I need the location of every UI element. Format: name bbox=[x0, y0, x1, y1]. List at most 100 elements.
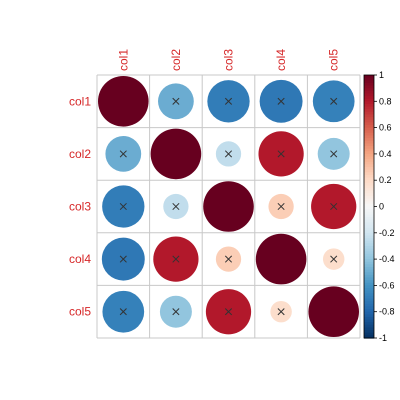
legend-color-segment bbox=[364, 103, 374, 108]
legend-color-segment bbox=[364, 232, 374, 237]
legend: 1 0.8 0.6 0.4 0.2 0 -0.2 -0.4 -0.6 -0.8 -1 bbox=[363, 70, 395, 343]
legend-color-segment bbox=[364, 117, 374, 121]
legend-color-segment bbox=[364, 264, 374, 268]
legend-color-segment bbox=[364, 75, 374, 79]
legend-color-segment bbox=[364, 269, 374, 273]
legend-color-segment bbox=[364, 214, 374, 218]
significance-cross-mark bbox=[277, 202, 285, 211]
significance-cross-mark bbox=[172, 97, 180, 105]
legend-color-segment bbox=[364, 290, 374, 294]
legend-color-segment bbox=[364, 193, 374, 197]
row-label-col3: col3 bbox=[69, 200, 91, 214]
legend-color-segment bbox=[364, 240, 374, 244]
legend-color-segment bbox=[364, 164, 374, 168]
significance-cross-mark bbox=[277, 97, 285, 105]
legend-tick-label: 0 bbox=[379, 202, 384, 212]
legend-color-segment bbox=[364, 156, 374, 160]
legend-color-segment bbox=[364, 303, 374, 308]
legend-color-segment bbox=[364, 195, 374, 200]
legend-color-segment bbox=[364, 159, 374, 163]
legend-color-segment bbox=[364, 219, 374, 223]
corr-circle-col3-col3 bbox=[203, 181, 254, 232]
significance-cross-mark bbox=[330, 202, 338, 211]
legend-tick-label: -0.6 bbox=[379, 280, 395, 290]
legend-color-segment bbox=[364, 198, 374, 202]
legend-tick-label: -1 bbox=[379, 333, 387, 343]
significance-cross-mark bbox=[119, 308, 127, 316]
legend-color-segment bbox=[364, 167, 374, 171]
legend-color-segment bbox=[364, 127, 374, 131]
legend-color-segment bbox=[364, 188, 374, 192]
significance-cross-mark bbox=[330, 255, 338, 263]
legend-color-segment bbox=[364, 248, 374, 252]
legend-color-segment bbox=[364, 209, 374, 213]
legend-color-segment bbox=[364, 172, 374, 176]
legend-color-segment bbox=[364, 230, 374, 234]
legend-color-segment bbox=[364, 327, 374, 331]
legend-color-segment bbox=[364, 259, 374, 263]
legend-color-segment bbox=[364, 185, 374, 189]
legend-color-segment bbox=[364, 298, 374, 302]
legend-color-segment bbox=[364, 235, 374, 239]
legend-tick-label: -0.4 bbox=[379, 254, 395, 264]
legend-color-segment bbox=[364, 301, 374, 305]
legend-color-segment bbox=[364, 109, 374, 113]
legend-color-segment bbox=[364, 282, 374, 286]
legend-color-segment bbox=[364, 132, 374, 137]
legend-color-segment bbox=[364, 88, 374, 92]
legend-tick-label: -0.8 bbox=[379, 307, 395, 317]
legend-color-segment bbox=[364, 224, 374, 229]
legend-color-segment bbox=[364, 206, 374, 210]
legend-color-segment bbox=[364, 203, 374, 208]
legend-color-segment bbox=[364, 335, 374, 339]
cells-layer bbox=[96, 74, 361, 339]
legend-color-segment bbox=[364, 306, 374, 310]
legend-color-segment bbox=[364, 222, 374, 226]
legend-color-segment bbox=[364, 148, 374, 152]
legend-color-segment bbox=[364, 143, 374, 147]
legend-color-segment bbox=[364, 96, 374, 100]
col-label-col2: col2 bbox=[169, 49, 183, 71]
legend-color-segment bbox=[364, 85, 374, 89]
legend-color-segment bbox=[364, 138, 374, 142]
legend-color-segment bbox=[364, 285, 374, 289]
legend-tick-label: -0.2 bbox=[379, 228, 395, 238]
corr-circle-col2-col2 bbox=[150, 128, 202, 180]
significance-cross-mark bbox=[330, 150, 338, 158]
legend-color-segment bbox=[364, 277, 374, 281]
legend-color-segment bbox=[364, 119, 374, 123]
legend-color-segment bbox=[364, 256, 374, 260]
legend-color-segment bbox=[364, 161, 374, 166]
legend-color-segment bbox=[364, 101, 374, 105]
legend-color-segment bbox=[364, 245, 374, 250]
legend-color-segment bbox=[364, 90, 374, 95]
legend-color-segment bbox=[364, 182, 374, 187]
significance-cross-mark bbox=[224, 308, 233, 316]
significance-cross-mark bbox=[224, 255, 233, 263]
legend-color-segment bbox=[364, 322, 374, 326]
legend-color-segment bbox=[364, 243, 374, 247]
legend-color-segment bbox=[364, 106, 374, 110]
legend-color-segment bbox=[364, 309, 374, 313]
col-label-col5: col5 bbox=[327, 49, 341, 71]
legend-color-segment bbox=[364, 295, 374, 300]
legend-color-segment bbox=[364, 316, 374, 321]
legend-color-segment bbox=[364, 314, 374, 318]
corr-circle-col5-col5 bbox=[308, 286, 360, 338]
corr-circle-col4-col4 bbox=[255, 233, 307, 285]
legend-color-segment bbox=[364, 253, 374, 258]
legend-color-segment bbox=[364, 151, 374, 155]
legend-color-segment bbox=[364, 238, 374, 242]
legend-color-segment bbox=[364, 190, 374, 194]
row-label-col2: col2 bbox=[69, 147, 91, 161]
legend-color-segment bbox=[364, 153, 374, 158]
legend-color-segment bbox=[364, 93, 374, 97]
legend-color-segment bbox=[364, 122, 374, 126]
legend-color-segment bbox=[364, 135, 374, 139]
row-label-col5: col5 bbox=[69, 305, 91, 319]
legend-color-segment bbox=[364, 98, 374, 102]
significance-cross-mark bbox=[172, 202, 180, 211]
legend-color-segment bbox=[364, 280, 374, 284]
legend-color-segment bbox=[364, 201, 374, 205]
